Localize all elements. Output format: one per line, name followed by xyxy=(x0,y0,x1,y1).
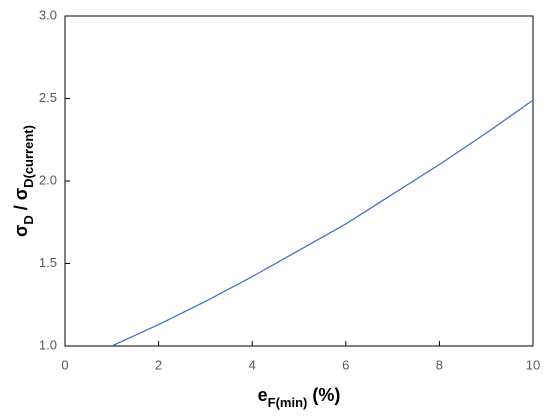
y-tick-label: 1.5 xyxy=(39,255,57,270)
x-axis-label-part: F(min) xyxy=(268,395,308,410)
y-tick-label: 1.0 xyxy=(39,337,57,352)
x-tick-label: 10 xyxy=(526,357,540,372)
plot-frame xyxy=(64,15,534,347)
x-axis-label-part: (%) xyxy=(307,385,340,405)
x-axis-label: eF(min) (%) xyxy=(258,385,341,410)
y-tick-label: 2.0 xyxy=(39,172,57,187)
y-axis-label: σD / σD(current) xyxy=(11,125,36,237)
y-tick-label: 3.0 xyxy=(39,7,57,22)
line-series xyxy=(111,99,534,347)
y-axis-label-part: D xyxy=(21,215,36,224)
y-axis-label-part: σ xyxy=(11,225,31,237)
x-axis-label-part: e xyxy=(258,385,268,405)
x-tick-label: 6 xyxy=(342,357,349,372)
y-tick-label: 2.5 xyxy=(39,90,57,105)
x-tick-label: 0 xyxy=(61,357,68,372)
x-tick-label: 4 xyxy=(249,357,256,372)
y-axis-label-part: D(current) xyxy=(21,125,36,188)
x-tick-label: 2 xyxy=(155,357,162,372)
y-axis-label-part: / σ xyxy=(11,188,31,215)
x-tick-label: 8 xyxy=(436,357,443,372)
